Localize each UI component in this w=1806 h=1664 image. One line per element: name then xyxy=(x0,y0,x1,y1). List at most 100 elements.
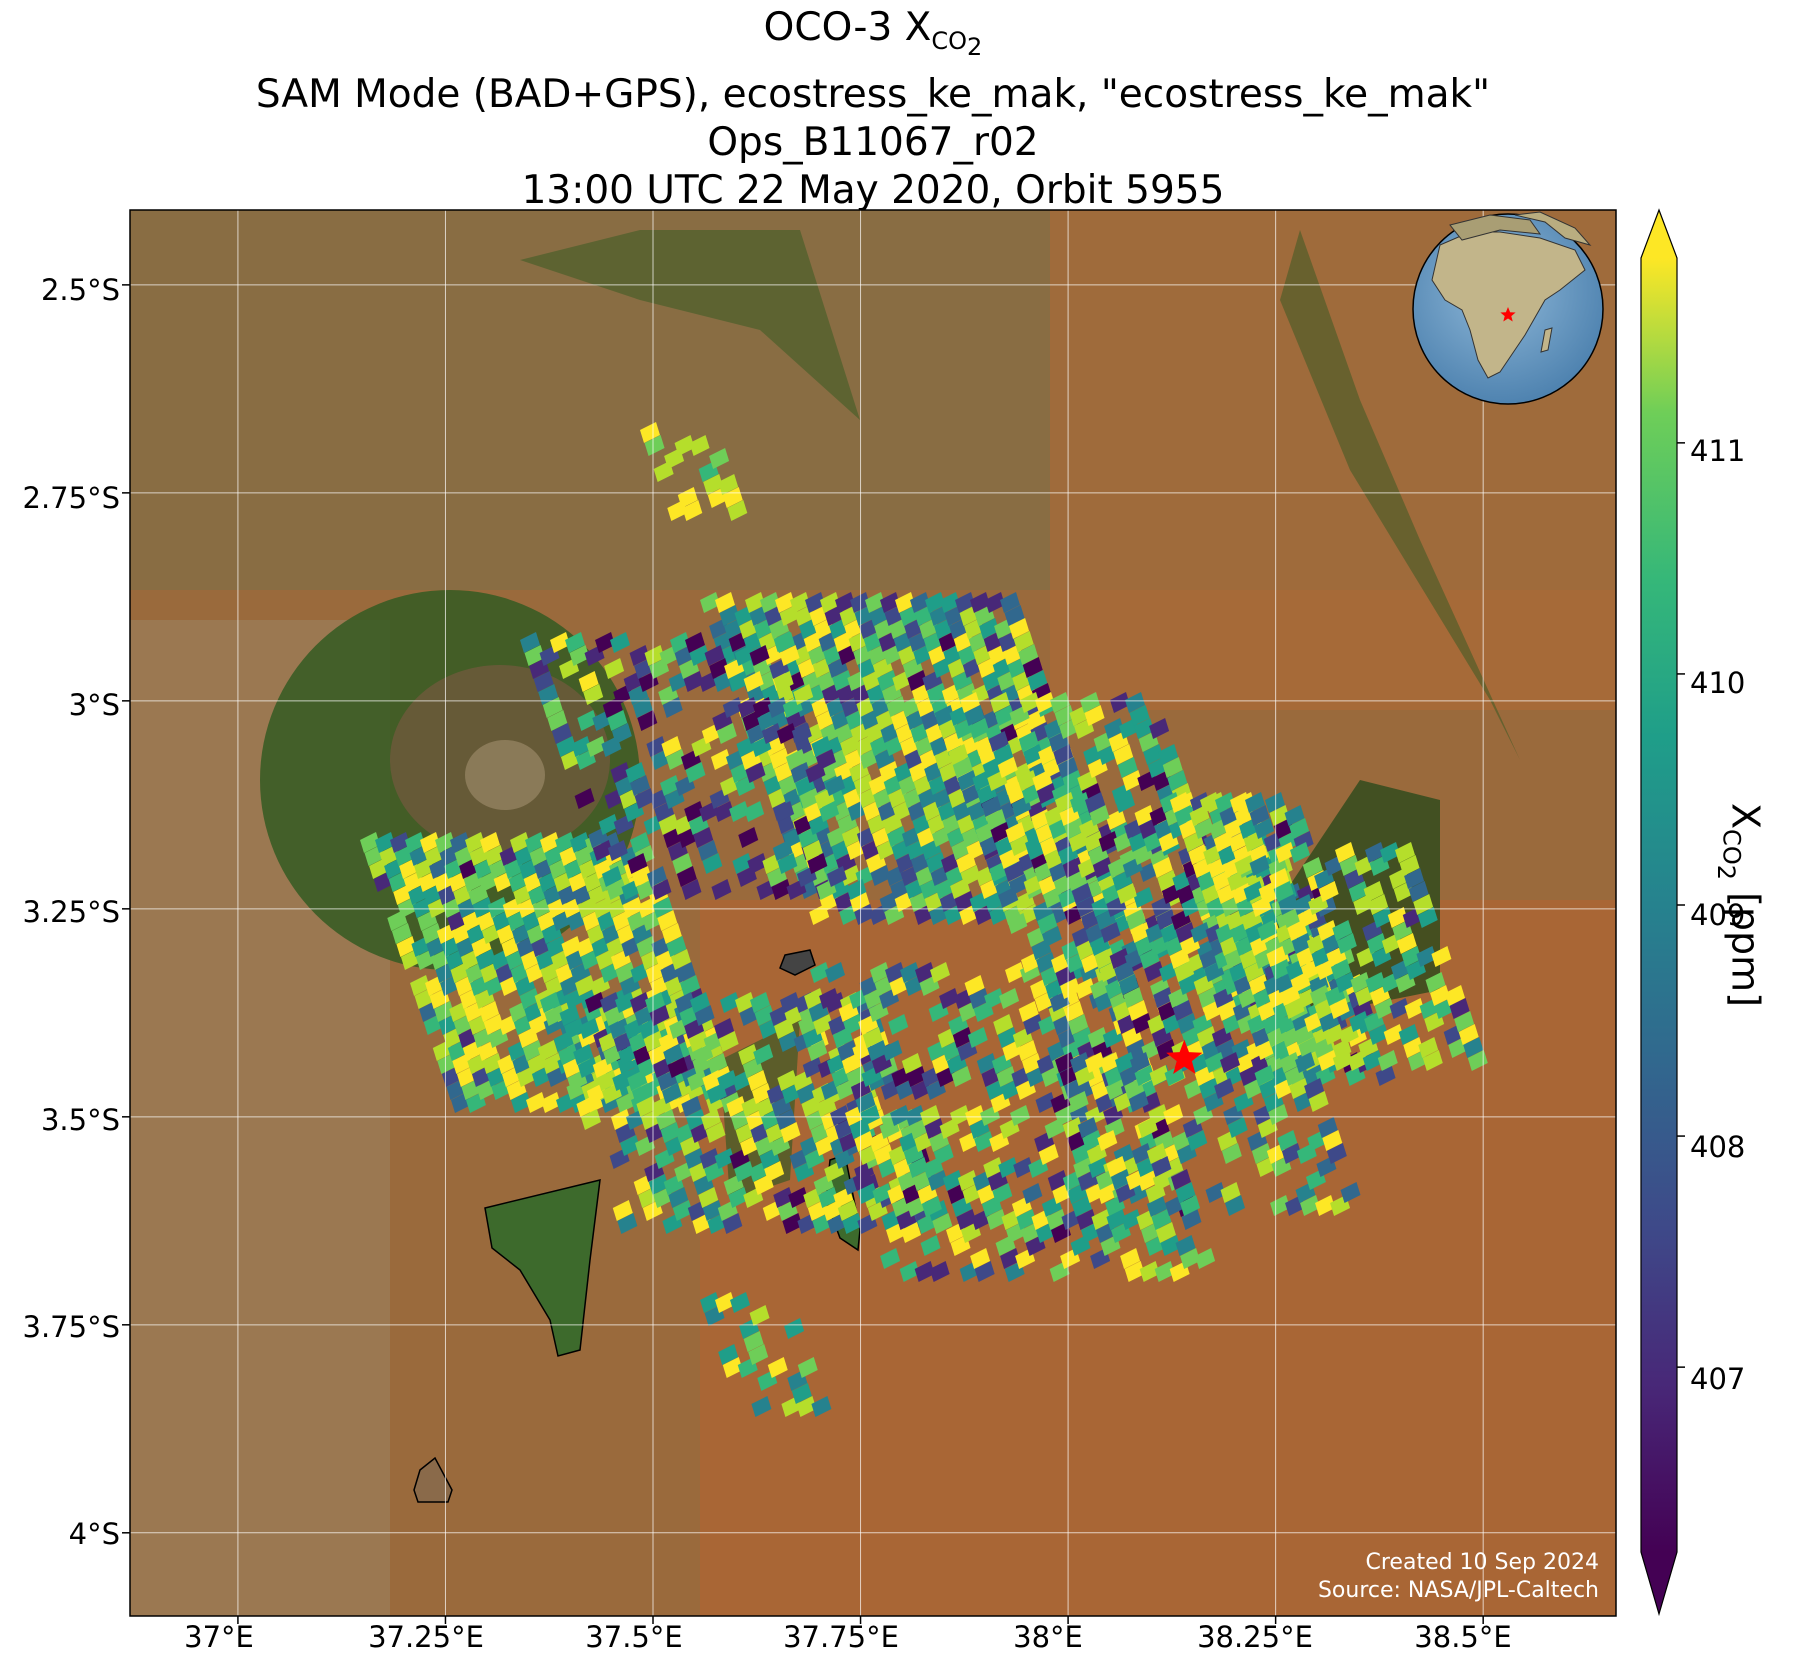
xco2-sounding xyxy=(1363,881,1384,902)
xco2-sounding xyxy=(1017,1040,1038,1061)
xco2-sounding xyxy=(600,992,620,1013)
xco2-sounding xyxy=(1083,831,1104,852)
xco2-sounding xyxy=(732,853,753,874)
xco2-sounding xyxy=(835,592,855,613)
xco2-sounding xyxy=(788,1187,809,1208)
xco2-sounding xyxy=(1175,1182,1196,1203)
xco2-sounding xyxy=(716,723,737,744)
xco2-sounding xyxy=(670,949,691,970)
xco2-sounding xyxy=(1268,1104,1289,1125)
xco2-sounding xyxy=(1377,1050,1398,1071)
xco2-sounding xyxy=(1036,783,1057,804)
xco2-sounding xyxy=(820,592,840,613)
xco2-sounding xyxy=(1100,1052,1120,1073)
xco2-sounding xyxy=(910,592,930,613)
xco2-sounding xyxy=(747,853,768,874)
xco2-sounding xyxy=(1151,1156,1172,1177)
xco2-sounding xyxy=(657,910,678,931)
xco2-sounding xyxy=(727,500,748,521)
y-tick-label: 2.5°S xyxy=(40,273,120,307)
x-tick-label: 37.75°E xyxy=(783,1620,899,1654)
xco2-sounding xyxy=(901,1222,921,1243)
xco2-sounding xyxy=(703,474,724,495)
xco2-sounding xyxy=(940,592,960,613)
xco2-sounding xyxy=(952,1027,973,1048)
xco2-sounding xyxy=(1177,1013,1198,1034)
xco2-sounding xyxy=(1225,1195,1246,1216)
xco2-sounding xyxy=(956,1209,977,1230)
xco2-sounding xyxy=(1124,1261,1145,1282)
xco2-sounding xyxy=(699,1148,720,1169)
xco2-sounding xyxy=(782,1213,803,1234)
xco2-sounding xyxy=(1055,1052,1075,1073)
xco2-sounding xyxy=(688,1031,709,1052)
xco2-sounding xyxy=(475,949,496,970)
xco2-sounding xyxy=(718,1344,739,1365)
xco2-sounding xyxy=(465,832,485,853)
xco2-sounding xyxy=(1047,1170,1068,1191)
xco2-sounding xyxy=(1383,1024,1404,1045)
title-line-2: SAM Mode (BAD+GPS), ecostress_ke_mak, "e… xyxy=(255,71,1491,117)
xco2-sounding xyxy=(1298,1037,1319,1058)
xco2-sounding xyxy=(1163,1104,1184,1125)
xco2-sounding xyxy=(396,936,417,957)
xco2-sounding xyxy=(1326,1143,1347,1164)
xco2-sounding xyxy=(1154,1261,1175,1282)
xco2-sounding xyxy=(1175,1235,1196,1256)
xco2-sounding xyxy=(872,1183,893,1204)
xco2-sounding xyxy=(646,866,667,887)
xco2-sounding xyxy=(1115,1052,1135,1073)
xco2-sounding xyxy=(611,723,632,744)
xco2-sounding xyxy=(684,801,705,822)
xco2-sounding xyxy=(715,1292,735,1313)
xco2-sounding xyxy=(525,832,545,853)
xco2-sounding xyxy=(483,1014,504,1035)
xco2-sounding xyxy=(541,1092,561,1113)
xco2-sounding xyxy=(784,1318,805,1339)
xco2-sounding xyxy=(888,1014,909,1035)
xco2-sounding xyxy=(610,1109,631,1130)
xco2-sounding xyxy=(690,992,710,1013)
xco2-sounding xyxy=(1366,933,1387,954)
xco2-sounding xyxy=(1105,1079,1126,1100)
xco2-sounding xyxy=(1146,1143,1167,1164)
colorbar-label: XCO2 [ppm] xyxy=(1712,803,1768,1007)
xco2-sounding xyxy=(960,865,981,886)
xco2-sounding xyxy=(767,1357,788,1378)
xco2-sounding xyxy=(722,1213,743,1234)
xco2-sounding xyxy=(1230,792,1250,813)
xco2-sounding xyxy=(544,1005,565,1026)
xco2-sounding xyxy=(714,1018,735,1039)
xco2-sounding xyxy=(1080,692,1100,713)
xco2-sounding xyxy=(547,710,568,731)
xco2-sounding xyxy=(1037,913,1058,934)
xco2-sounding xyxy=(1153,987,1174,1008)
xco2-sounding xyxy=(1156,1222,1176,1243)
xco2-sounding xyxy=(1134,805,1155,826)
xco2-sounding xyxy=(1046,1209,1067,1230)
xco2-sounding xyxy=(877,670,898,691)
xco2-sounding xyxy=(658,814,679,835)
xco2-sounding xyxy=(842,1213,863,1234)
xco2-sounding xyxy=(672,853,693,874)
xco2-sounding xyxy=(1134,1065,1155,1086)
xco2-sounding xyxy=(606,879,627,900)
xco2-sounding xyxy=(895,592,915,613)
xco2-sounding xyxy=(1150,978,1171,999)
xco2-sounding xyxy=(993,1014,1014,1035)
xco2-sounding xyxy=(405,832,425,853)
y-tick-label: 3.75°S xyxy=(22,1310,120,1344)
xco2-sounding xyxy=(607,840,628,861)
xco2-sounding xyxy=(622,897,643,918)
xco2-sounding xyxy=(1174,805,1195,826)
xco2-sounding xyxy=(779,645,800,666)
xco2-sounding xyxy=(1145,1182,1166,1203)
xco2-sounding xyxy=(1180,1248,1201,1269)
xco2-sounding xyxy=(1254,1065,1275,1086)
xco2-sounding xyxy=(1160,792,1180,813)
xco2-sounding xyxy=(925,592,945,613)
xco2-sounding xyxy=(598,814,619,835)
xco2-sounding xyxy=(1018,1001,1039,1022)
xco2-sounding xyxy=(1205,1052,1225,1073)
xco2-sounding xyxy=(880,1248,901,1269)
